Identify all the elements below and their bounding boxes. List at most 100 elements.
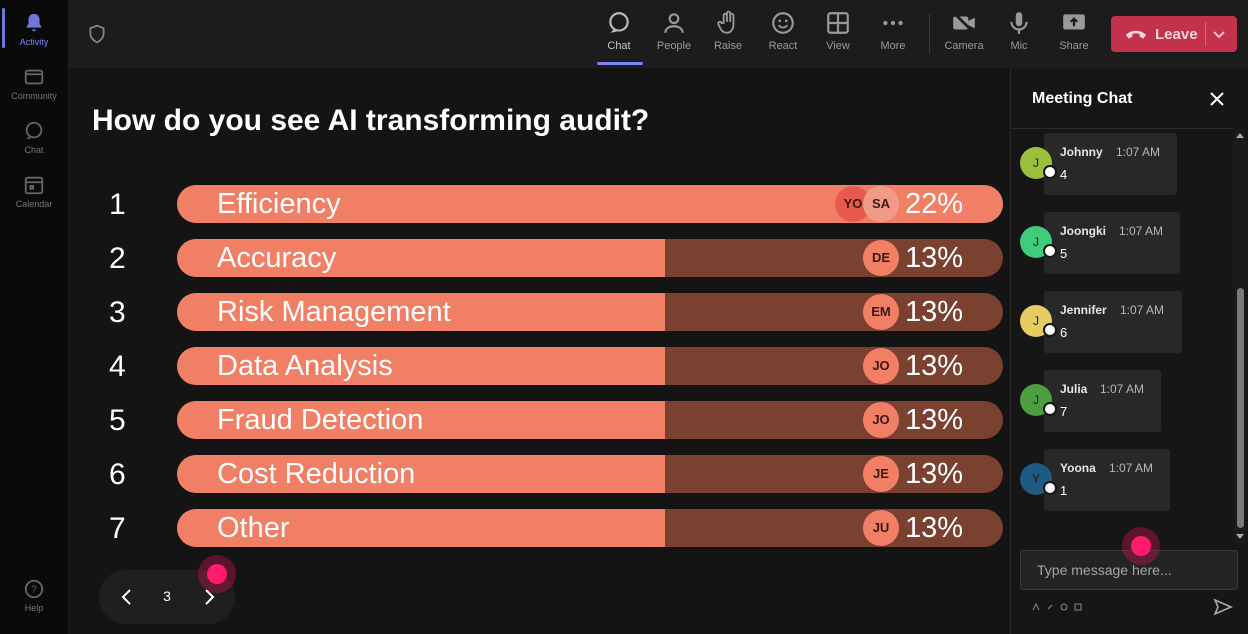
rail-active-indicator (2, 8, 5, 48)
rail-item-help[interactable]: ? Help (0, 578, 68, 613)
option-number: 1 (109, 188, 126, 221)
meeting-chat-panel: Meeting Chat Johnny 1:07 AM 4 J Joongki 1:07 … (1010, 68, 1248, 634)
presence-status-icon (1043, 402, 1057, 416)
poll-row: 6 Cost Reduction JE 13% (69, 455, 1009, 493)
microphone-icon (1010, 12, 1028, 34)
option-bar-fill (177, 293, 665, 331)
option-percentage: 13% (904, 512, 963, 544)
view-button[interactable]: View (813, 10, 863, 52)
chat-scrollbar[interactable] (1233, 128, 1247, 544)
mic-button[interactable]: Mic (994, 10, 1044, 52)
scroll-up-arrow-icon[interactable] (1236, 132, 1244, 140)
chat-message-input[interactable] (1020, 550, 1238, 590)
close-icon[interactable] (1208, 90, 1226, 108)
hand-icon (717, 10, 735, 34)
option-label: Fraud Detection (217, 404, 424, 436)
message-timestamp: 1:07 AM (1120, 303, 1165, 317)
option-bar-fill (177, 455, 665, 493)
option-number: 7 (109, 512, 126, 545)
presence-status-icon (1043, 481, 1057, 495)
rail-item-community[interactable]: Community (0, 66, 68, 101)
message-bubble: Yoona 1:07 AM 1 (1044, 449, 1170, 511)
sender-name: Julia (1060, 382, 1088, 396)
rail-item-calendar[interactable]: Calendar (0, 174, 68, 209)
camera-button[interactable]: Camera (939, 10, 989, 52)
option-bar-track: Accuracy DE 13% (177, 239, 1003, 277)
chevron-left-icon[interactable] (117, 586, 137, 608)
option-number: 2 (109, 242, 126, 275)
react-button[interactable]: React (758, 10, 808, 52)
option-number: 5 (109, 404, 126, 437)
presence-status-icon (1043, 165, 1057, 179)
chevron-down-icon[interactable] (1211, 26, 1227, 42)
people-icon (664, 13, 684, 33)
message-timestamp: 1:07 AM (1116, 145, 1161, 159)
raise-hand-button[interactable]: Raise (703, 10, 753, 52)
option-percentage: 13% (904, 350, 963, 382)
chat-message-list: Johnny 1:07 AM 4 J Joongki 1:07 AM 5 J Jennifer 1… (1011, 128, 1233, 549)
shield-icon[interactable] (87, 24, 107, 44)
leave-button[interactable]: Leave (1111, 16, 1237, 52)
send-icon[interactable] (1213, 598, 1233, 616)
smiley-icon (772, 12, 794, 34)
leave-divider (1205, 22, 1206, 46)
bell-icon (26, 13, 42, 32)
chat-message: Julia 1:07 AM 7 J (1011, 368, 1233, 432)
option-bar-track: Data Analysis JO 13% (177, 347, 1003, 385)
message-text: 6 (1060, 325, 1068, 340)
message-bubble: Joongki 1:07 AM 5 (1044, 212, 1180, 274)
chat-title: Meeting Chat (1032, 90, 1133, 107)
gif-icon[interactable] (1074, 603, 1082, 611)
option-percentage: 13% (904, 242, 963, 274)
option-number: 4 (109, 350, 126, 383)
scrollbar-thumb[interactable] (1237, 288, 1244, 528)
option-bar-fill (177, 509, 665, 547)
poll-row: 5 Fraud Detection JO 13% (69, 401, 1009, 439)
message-bubble: Julia 1:07 AM 7 (1044, 370, 1161, 432)
rail-item-chat[interactable]: Chat (0, 120, 68, 155)
option-label: Data Analysis (217, 350, 393, 382)
format-icon[interactable] (1032, 603, 1040, 611)
option-bar-fill (177, 401, 665, 439)
svg-text:?: ? (31, 585, 37, 596)
message-timestamp: 1:07 AM (1119, 224, 1164, 238)
click-indicator (198, 555, 236, 593)
react-button-label: React (768, 40, 798, 52)
app-rail: Activity Community Chat Calendar ? Help (0, 0, 69, 634)
option-bar-track: Efficiency YO SA 22% (177, 185, 1003, 223)
poll-question: How do you see AI transforming audit? (92, 104, 650, 137)
community-icon (24, 69, 44, 85)
presence-status-icon (1043, 244, 1057, 258)
option-bar-track: Other JU 13% (177, 509, 1003, 547)
scroll-down-arrow-icon[interactable] (1236, 532, 1244, 540)
sender-name: Joongki (1060, 224, 1107, 238)
poll-row: 1 Efficiency YO SA 22% (69, 185, 1009, 223)
voter-avatar: JO (863, 348, 899, 384)
active-tab-indicator (597, 62, 643, 65)
view-button-label: View (826, 40, 850, 52)
emoji-icon[interactable] (1060, 603, 1068, 611)
share-button[interactable]: Share (1049, 10, 1099, 52)
chat-button[interactable]: Chat (594, 10, 644, 52)
more-button[interactable]: More (868, 10, 918, 52)
rail-item-activity[interactable]: Activity (0, 12, 68, 47)
avatar[interactable]: J (1020, 305, 1052, 337)
people-button[interactable]: People (649, 10, 699, 52)
sender-name: Yoona (1060, 461, 1096, 475)
chevron-right-icon[interactable] (199, 586, 219, 608)
help-icon: ? (24, 579, 44, 599)
chat-message: Joongki 1:07 AM 5 J (1011, 210, 1233, 274)
sender-name: Jennifer (1060, 303, 1107, 317)
option-label: Efficiency (217, 188, 341, 220)
poll-row: 4 Data Analysis JO 13% (69, 347, 1009, 385)
rail-label: Community (11, 91, 57, 101)
mic-button-label: Mic (1010, 40, 1028, 52)
rail-label: Activity (19, 37, 49, 47)
message-text: 1 (1060, 483, 1068, 498)
voter-avatar: JO (863, 402, 899, 438)
rail-label: Calendar (15, 199, 53, 209)
chat-icon (25, 121, 43, 140)
phone-hangup-icon (1125, 30, 1147, 39)
attach-icon[interactable] (1046, 603, 1054, 611)
message-text: 4 (1060, 167, 1068, 182)
